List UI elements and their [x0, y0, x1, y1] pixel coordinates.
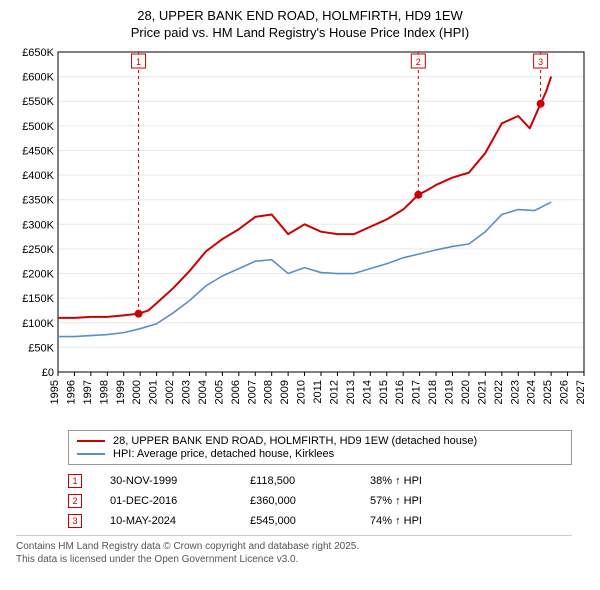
svg-text:2006: 2006	[230, 380, 242, 404]
sale-pct-2: 57% ↑ HPI	[370, 495, 490, 507]
svg-text:2022: 2022	[493, 380, 505, 404]
sale-marker-1: 1	[68, 474, 82, 488]
svg-text:£400K: £400K	[22, 170, 54, 182]
sale-row-3: 3 10-MAY-2024 £545,000 74% ↑ HPI	[68, 511, 572, 531]
svg-text:£600K: £600K	[22, 71, 54, 83]
svg-text:2: 2	[416, 57, 421, 67]
sale-price-2: £360,000	[250, 495, 370, 507]
chart-title: 28, UPPER BANK END ROAD, HOLMFIRTH, HD9 …	[8, 8, 592, 42]
svg-text:£300K: £300K	[22, 219, 54, 231]
svg-text:1998: 1998	[98, 380, 110, 404]
title-line-2: Price paid vs. HM Land Registry's House …	[8, 25, 592, 42]
svg-text:2017: 2017	[411, 380, 423, 404]
svg-text:2005: 2005	[213, 380, 225, 404]
svg-text:2001: 2001	[148, 380, 160, 404]
legend-row-2: HPI: Average price, detached house, Kirk…	[77, 448, 563, 460]
svg-text:2016: 2016	[394, 380, 406, 404]
svg-text:2027: 2027	[575, 380, 587, 404]
svg-text:£650K: £650K	[22, 47, 54, 59]
chart-area: £0 £50K £100K £150K £200K £250K £300K £350K £400…	[8, 46, 592, 426]
svg-text:2013: 2013	[345, 380, 357, 404]
sale-row-1: 1 30-NOV-1999 £118,500 38% ↑ HPI	[68, 471, 572, 491]
svg-text:£350K: £350K	[22, 194, 54, 206]
sales-table: 1 30-NOV-1999 £118,500 38% ↑ HPI 2 01-DE…	[68, 471, 572, 531]
svg-text:2009: 2009	[279, 380, 291, 404]
svg-text:2014: 2014	[361, 380, 373, 404]
sale-row-2: 2 01-DEC-2016 £360,000 57% ↑ HPI	[68, 491, 572, 511]
sale-marker-3: 3	[68, 514, 82, 528]
svg-text:1: 1	[136, 57, 141, 67]
svg-text:2003: 2003	[181, 380, 193, 404]
sale-date-3: 10-MAY-2024	[110, 515, 250, 527]
legend: 28, UPPER BANK END ROAD, HOLMFIRTH, HD9 …	[68, 430, 572, 465]
sale-pct-1: 38% ↑ HPI	[370, 475, 490, 487]
svg-text:£450K: £450K	[22, 145, 54, 157]
svg-text:2007: 2007	[246, 380, 258, 404]
svg-text:2004: 2004	[197, 380, 209, 404]
svg-text:£50K: £50K	[28, 342, 54, 354]
svg-text:2012: 2012	[328, 380, 340, 404]
legend-label-2: HPI: Average price, detached house, Kirk…	[113, 448, 334, 460]
svg-text:2008: 2008	[263, 380, 275, 404]
svg-text:2011: 2011	[312, 380, 324, 404]
footer-attribution: Contains HM Land Registry data © Crown c…	[16, 535, 572, 566]
svg-text:1997: 1997	[82, 380, 94, 404]
sale-date-2: 01-DEC-2016	[110, 495, 250, 507]
svg-text:2024: 2024	[526, 380, 538, 404]
svg-text:2026: 2026	[559, 380, 571, 404]
sale-marker-2: 2	[68, 494, 82, 508]
svg-text:£250K: £250K	[22, 244, 54, 256]
svg-text:2021: 2021	[476, 380, 488, 404]
sale-pct-3: 74% ↑ HPI	[370, 515, 490, 527]
svg-text:2015: 2015	[378, 380, 390, 404]
svg-text:1996: 1996	[65, 380, 77, 404]
svg-text:2000: 2000	[131, 380, 143, 404]
svg-text:£150K: £150K	[22, 293, 54, 305]
sale-price-1: £118,500	[250, 475, 370, 487]
svg-text:2010: 2010	[296, 380, 308, 404]
legend-swatch-2	[77, 453, 105, 455]
sale-price-3: £545,000	[250, 515, 370, 527]
svg-text:2023: 2023	[509, 380, 521, 404]
sale-date-1: 30-NOV-1999	[110, 475, 250, 487]
chart-svg: £0 £50K £100K £150K £200K £250K £300K £350K £400…	[8, 46, 592, 426]
svg-text:1999: 1999	[115, 380, 127, 404]
svg-text:£500K: £500K	[22, 121, 54, 133]
svg-text:2025: 2025	[542, 380, 554, 404]
title-line-1: 28, UPPER BANK END ROAD, HOLMFIRTH, HD9 …	[8, 8, 592, 25]
svg-text:2018: 2018	[427, 380, 439, 404]
svg-text:2002: 2002	[164, 380, 176, 404]
svg-text:£200K: £200K	[22, 268, 54, 280]
svg-text:£550K: £550K	[22, 96, 54, 108]
legend-swatch-1	[77, 440, 105, 442]
svg-text:3: 3	[538, 57, 543, 67]
legend-label-1: 28, UPPER BANK END ROAD, HOLMFIRTH, HD9 …	[113, 435, 477, 447]
legend-row-1: 28, UPPER BANK END ROAD, HOLMFIRTH, HD9 …	[77, 435, 563, 447]
svg-text:£100K: £100K	[22, 318, 54, 330]
svg-text:£0: £0	[42, 367, 54, 379]
svg-text:2019: 2019	[444, 380, 456, 404]
svg-text:2020: 2020	[460, 380, 472, 404]
svg-text:1995: 1995	[49, 380, 61, 404]
